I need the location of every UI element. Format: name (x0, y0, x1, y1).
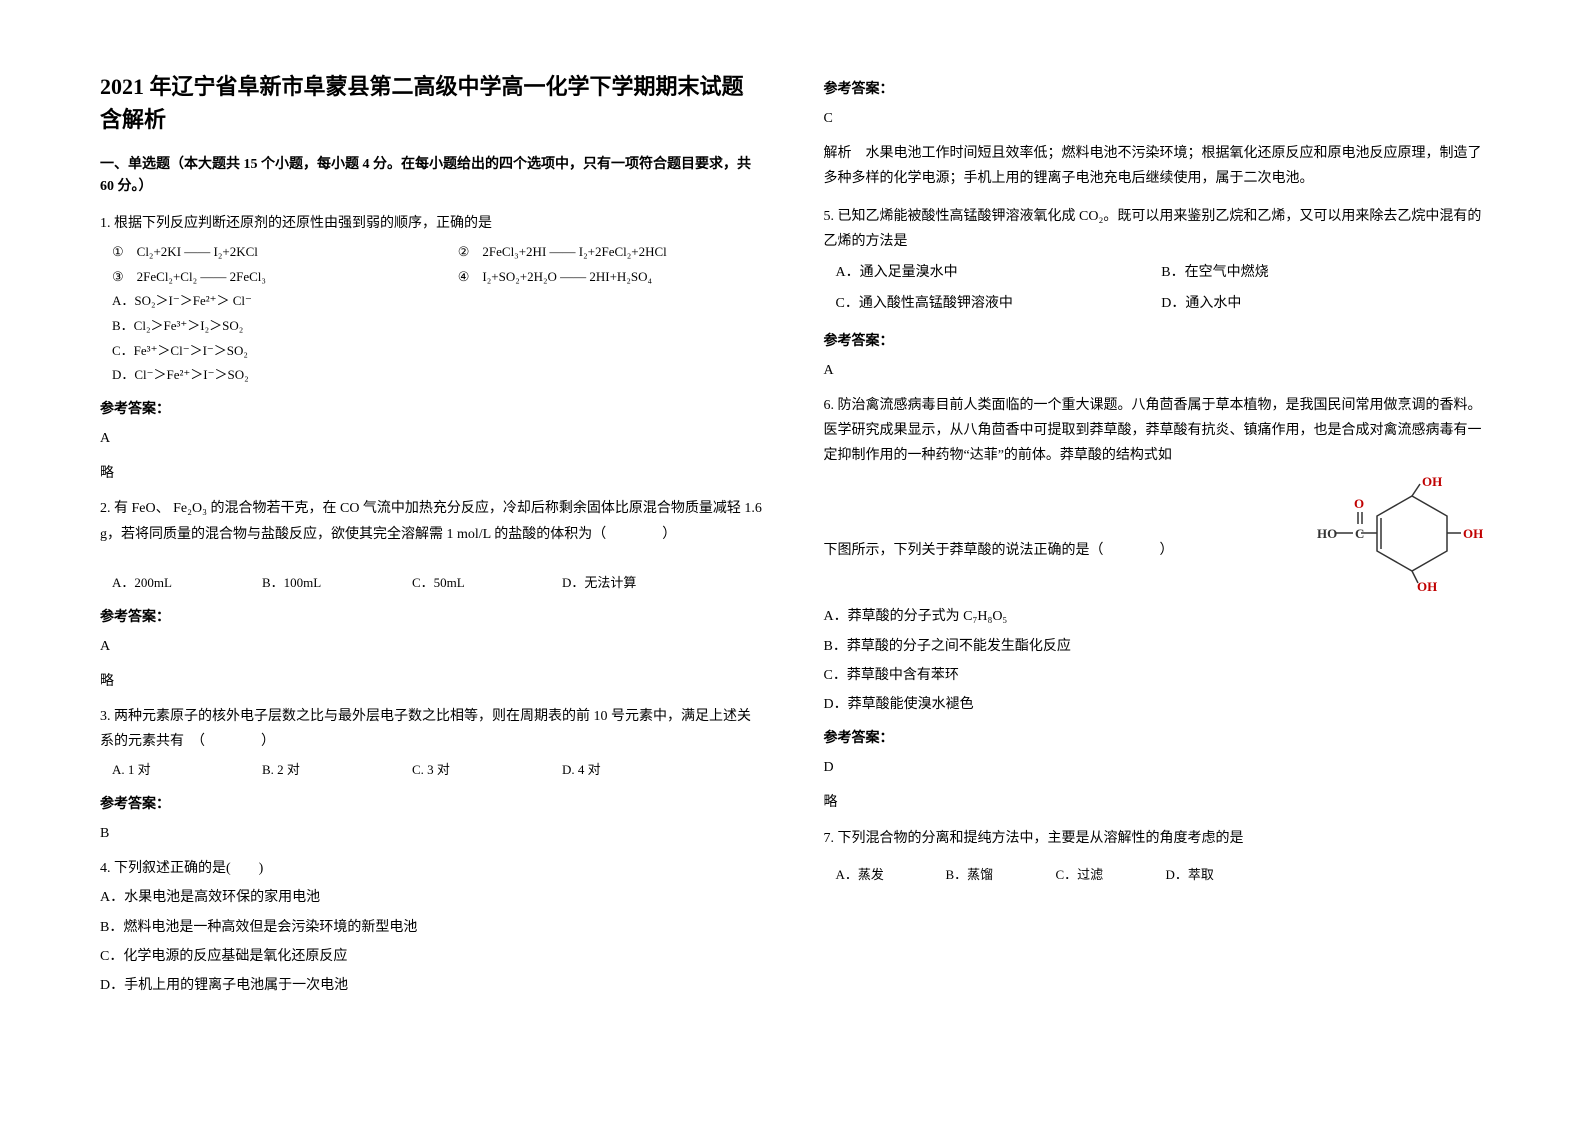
mol-oh-right: OH (1463, 526, 1483, 541)
question-7: 7. 下列混合物的分离和提纯方法中，主要是从溶解性的角度考虑的是 A．蒸发 B．… (824, 826, 1488, 888)
q1-stem: 1. 根据下列反应判断还原剂的还原性由强到弱的顺序，正确的是 (100, 211, 764, 236)
q1-opt-a: A．SO₂＞I⁻＞Fe²⁺＞ Cl⁻ (112, 289, 764, 314)
q1-eq4: ④ I₂+SO₂+2H₂O —— 2HI+H₂SO₄ (458, 265, 764, 290)
q7-opt-a: A．蒸发 (836, 863, 916, 888)
answer-label-4: 参考答案： (824, 78, 1488, 98)
mol-c: C (1355, 526, 1364, 541)
q5-opt-a: A．通入足量溴水中 (836, 258, 1162, 289)
answer-label-3: 参考答案： (100, 793, 764, 813)
mol-o: O (1354, 496, 1364, 511)
q1-eq3: ③ 2FeCl₂+Cl₂ —— 2FeCl₃ (112, 265, 418, 290)
q1-opt-b: B．Cl₂＞Fe³⁺＞I₂＞SO₂ (112, 314, 764, 339)
answer-label-1: 参考答案： (100, 398, 764, 418)
q5-opt-c: C．通入酸性高锰酸钾溶液中 (836, 289, 1162, 320)
answer-label-5: 参考答案： (824, 330, 1488, 350)
q2-stem: 2. 有 FeO、 Fe₂O₃ 的混合物若干克，在 CO 气流中加热充分反应，冷… (100, 496, 764, 546)
answer-2: A (100, 634, 764, 659)
answer-1-note: 略 (100, 461, 764, 486)
mol-ho: HO (1317, 526, 1337, 541)
q6-stem-1: 6. 防治禽流感病毒目前人类面临的一个重大课题。八角茴香属于草本植物，是我国民间… (824, 393, 1488, 469)
q1-eq2: ② 2FeCl₃+2HI —— I₂+2FeCl₂+2HCl (458, 240, 764, 265)
q5-opt-b: B．在空气中燃烧 (1161, 258, 1487, 289)
q3-opt-b: B. 2 对 (262, 758, 382, 783)
q4-opt-c: C．化学电源的反应基础是氧化还原反应 (100, 944, 764, 969)
q3-opt-d: D. 4 对 (562, 758, 682, 783)
q2-opt-a: A．200mL (112, 571, 232, 596)
q1-opt-d: D．Cl⁻＞Fe²⁺＞I⁻＞SO₂ (112, 363, 764, 388)
q4-opt-b: B．燃料电池是一种高效但是会污染环境的新型电池 (100, 915, 764, 940)
q1-eq1: ① Cl₂+2KI —— I₂+2KCl (112, 240, 418, 265)
q1-opt-c: C．Fe³⁺＞Cl⁻＞I⁻＞SO₂ (112, 339, 764, 364)
answer-label-6: 参考答案： (824, 727, 1488, 747)
q4-opt-d: D．手机上用的锂离子电池属于一次电池 (100, 973, 764, 998)
q6-opt-b: B．莽草酸的分子之间不能发生酯化反应 (824, 634, 1488, 659)
q4-opt-a: A．水果电池是高效环保的家用电池 (100, 885, 764, 910)
answer-6-note: 略 (824, 790, 1488, 815)
question-5: 5. 已知乙烯能被酸性高锰酸钾溶液氧化成 CO₂。既可以用来鉴别乙烷和乙烯，又可… (824, 204, 1488, 320)
q5-stem: 5. 已知乙烯能被酸性高锰酸钾溶液氧化成 CO₂。既可以用来鉴别乙烷和乙烯，又可… (824, 204, 1488, 254)
q7-opt-b: B．蒸馏 (946, 863, 1026, 888)
answer-6: D (824, 755, 1488, 780)
q7-opt-c: C．过滤 (1056, 863, 1136, 888)
q6-opt-c: C．莽草酸中含有苯环 (824, 663, 1488, 688)
answer-2-note: 略 (100, 669, 764, 694)
q3-stem: 3. 两种元素原子的核外电子层数之比与最外层电子数之比相等，则在周期表的前 10… (100, 704, 764, 754)
q6-opt-d: D．莽草酸能使溴水褪色 (824, 692, 1488, 717)
question-1: 1. 根据下列反应判断还原剂的还原性由强到弱的顺序，正确的是 ① Cl₂+2KI… (100, 211, 764, 388)
mol-oh-bottom: OH (1417, 579, 1437, 591)
answer-3: B (100, 821, 764, 846)
q3-opt-c: C. 3 对 (412, 758, 532, 783)
mol-oh-top: OH (1422, 476, 1442, 489)
q4-stem: 4. 下列叙述正确的是( ) (100, 856, 764, 881)
answer-4: C (824, 106, 1488, 131)
molecule-diagram: O C HO OH OH OH (1317, 476, 1487, 600)
q3-opt-a: A. 1 对 (112, 758, 232, 783)
answer-label-2: 参考答案： (100, 606, 764, 626)
q7-stem: 7. 下列混合物的分离和提纯方法中，主要是从溶解性的角度考虑的是 (824, 826, 1488, 851)
q6-opt-a: A．莽草酸的分子式为 C₇H₈O₅ (824, 604, 1488, 629)
section-header: 一、单选题（本大题共 15 个小题，每小题 4 分。在每小题给出的四个选项中，只… (100, 154, 764, 199)
answer-5: A (824, 358, 1488, 383)
q7-opt-d: D．萃取 (1166, 863, 1246, 888)
document-title: 2021 年辽宁省阜新市阜蒙县第二高级中学高一化学下学期期末试题含解析 (100, 70, 764, 136)
q2-opt-b: B．100mL (262, 571, 382, 596)
answer-4-explain: 解析 水果电池工作时间短且效率低；燃料电池不污染环境；根据氧化还原反应和原电池反… (824, 141, 1488, 191)
question-6: 6. 防治禽流感病毒目前人类面临的一个重大课题。八角茴香属于草本植物，是我国民间… (824, 393, 1488, 718)
q2-opt-d: D．无法计算 (562, 571, 682, 596)
question-4: 4. 下列叙述正确的是( ) A．水果电池是高效环保的家用电池 B．燃料电池是一… (100, 856, 764, 998)
q2-opt-c: C．50mL (412, 571, 532, 596)
q5-opt-d: D．通入水中 (1161, 289, 1487, 320)
question-3: 3. 两种元素原子的核外电子层数之比与最外层电子数之比相等，则在周期表的前 10… (100, 704, 764, 783)
question-2: 2. 有 FeO、 Fe₂O₃ 的混合物若干克，在 CO 气流中加热充分反应，冷… (100, 496, 764, 595)
answer-1: A (100, 426, 764, 451)
